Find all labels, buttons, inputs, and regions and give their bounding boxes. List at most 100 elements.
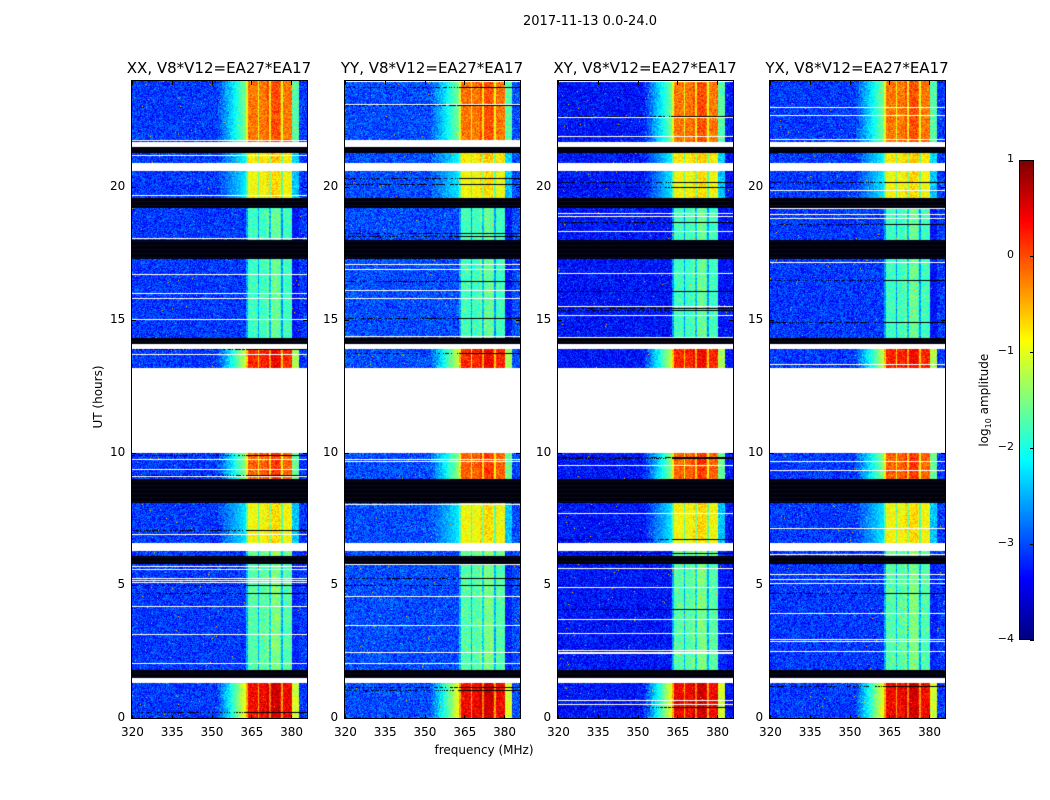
colorbar-tick-label: −1 bbox=[997, 344, 1014, 357]
x-tick-label: 320 bbox=[547, 725, 570, 739]
x-tick-label: 350 bbox=[413, 725, 437, 739]
x-tick bbox=[211, 81, 213, 85]
y-tick-label: 5 bbox=[755, 577, 764, 592]
x-tick-label: 365 bbox=[240, 725, 264, 739]
x-tick bbox=[597, 81, 599, 85]
y-tick bbox=[516, 718, 520, 719]
x-tick-label: 365 bbox=[878, 725, 902, 739]
colorbar-tick bbox=[1030, 640, 1034, 641]
y-tick bbox=[729, 319, 733, 321]
y-tick-label: 20 bbox=[110, 179, 126, 194]
x-tick bbox=[384, 81, 386, 85]
y-tick bbox=[132, 718, 136, 719]
y-tick bbox=[345, 718, 349, 719]
x-tick bbox=[637, 81, 639, 85]
x-tick bbox=[677, 715, 679, 719]
x-tick bbox=[424, 715, 426, 719]
y-axis-label: UT (hours) bbox=[91, 365, 105, 429]
y-tick-label: 10 bbox=[748, 444, 764, 459]
colorbar-tick bbox=[1030, 256, 1034, 257]
x-tick-label: 335 bbox=[160, 725, 184, 739]
x-tick bbox=[132, 715, 133, 719]
colorbar-tick bbox=[1030, 544, 1034, 545]
panel-title: YX, V8*V12=EA27*EA17 bbox=[765, 59, 949, 77]
x-tick bbox=[504, 81, 506, 85]
x-tick bbox=[251, 81, 253, 85]
y-tick-label: 20 bbox=[323, 179, 339, 194]
y-tick-label: 5 bbox=[117, 577, 126, 592]
colorbar bbox=[1019, 160, 1034, 640]
x-tick bbox=[464, 715, 466, 719]
y-tick bbox=[729, 718, 733, 719]
x-tick-label: 350 bbox=[838, 725, 862, 739]
y-tick bbox=[345, 585, 349, 587]
x-tick bbox=[597, 715, 599, 719]
y-tick-label: 0 bbox=[755, 710, 764, 724]
y-tick bbox=[132, 319, 136, 321]
y-tick bbox=[345, 319, 349, 321]
x-tick bbox=[345, 81, 346, 85]
heatmap-image bbox=[770, 81, 945, 718]
x-tick bbox=[558, 715, 559, 719]
x-tick-label: 380 bbox=[706, 725, 729, 739]
x-tick-label: 365 bbox=[666, 725, 690, 739]
colorbar-tick bbox=[1030, 160, 1034, 161]
x-tick bbox=[849, 715, 851, 719]
y-tick bbox=[941, 452, 945, 454]
x-tick bbox=[677, 81, 679, 85]
y-tick bbox=[303, 187, 307, 189]
y-tick-label: 20 bbox=[536, 179, 552, 194]
x-tick bbox=[849, 81, 851, 85]
spectrogram-panel bbox=[344, 80, 521, 719]
colorbar-tick-label: −3 bbox=[997, 536, 1014, 549]
panel-title: XX, V8*V12=EA27*EA17 bbox=[126, 59, 312, 77]
x-tick bbox=[504, 715, 506, 719]
x-tick-label: 350 bbox=[626, 725, 650, 739]
panel-title: XY, V8*V12=EA27*EA17 bbox=[553, 59, 737, 77]
x-tick bbox=[770, 715, 771, 719]
y-tick-label: 20 bbox=[748, 179, 764, 194]
x-tick-label: 335 bbox=[798, 725, 822, 739]
x-tick bbox=[384, 715, 386, 719]
colorbar-tick-label: −4 bbox=[997, 632, 1014, 645]
y-tick-label: 15 bbox=[536, 311, 552, 326]
x-tick bbox=[251, 715, 253, 719]
x-tick-label: 320 bbox=[759, 725, 782, 739]
spectrogram-panel bbox=[769, 80, 946, 719]
y-tick bbox=[303, 319, 307, 321]
y-tick bbox=[770, 187, 774, 189]
y-tick bbox=[941, 585, 945, 587]
y-tick bbox=[770, 585, 774, 587]
y-tick-label: 15 bbox=[110, 311, 126, 326]
x-tick bbox=[637, 715, 639, 719]
y-tick-label: 0 bbox=[330, 710, 339, 724]
y-tick bbox=[345, 187, 349, 189]
x-tick-label: 335 bbox=[373, 725, 397, 739]
y-tick bbox=[558, 319, 562, 321]
y-tick bbox=[132, 452, 136, 454]
x-tick-label: 380 bbox=[280, 725, 303, 739]
x-tick bbox=[424, 81, 426, 85]
y-tick bbox=[770, 319, 774, 321]
x-tick bbox=[345, 715, 346, 719]
y-tick bbox=[770, 452, 774, 454]
y-tick bbox=[729, 585, 733, 587]
y-tick bbox=[729, 452, 733, 454]
x-tick-label: 320 bbox=[334, 725, 357, 739]
x-tick bbox=[132, 81, 133, 85]
y-tick bbox=[941, 319, 945, 321]
x-tick bbox=[558, 81, 559, 85]
y-tick bbox=[516, 319, 520, 321]
x-tick bbox=[291, 715, 293, 719]
panel-title: YY, V8*V12=EA27*EA17 bbox=[340, 59, 524, 77]
x-tick-label: 380 bbox=[493, 725, 516, 739]
y-tick bbox=[345, 452, 349, 454]
x-tick bbox=[809, 715, 811, 719]
figure-title: 2017-11-13 0.0-24.0 bbox=[523, 14, 657, 29]
y-tick bbox=[558, 187, 562, 189]
x-tick-label: 380 bbox=[918, 725, 941, 739]
spectrogram-panel bbox=[131, 80, 308, 719]
x-tick-label: 365 bbox=[453, 725, 477, 739]
x-tick bbox=[291, 81, 293, 85]
y-tick-label: 15 bbox=[323, 311, 339, 326]
